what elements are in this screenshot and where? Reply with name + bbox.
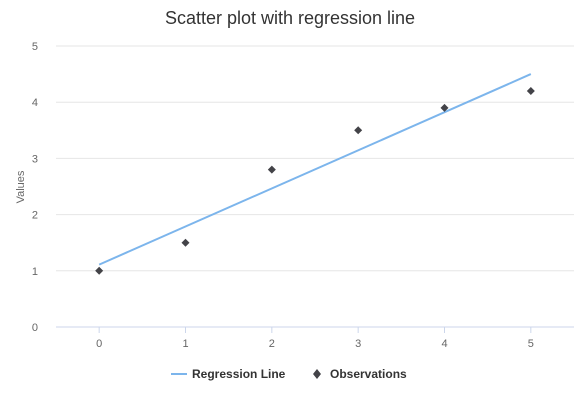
observation-point-1[interactable] <box>181 238 190 247</box>
observation-point-3[interactable] <box>354 126 363 135</box>
chart-title: Scatter plot with regression line <box>165 8 415 28</box>
grid <box>56 45 574 328</box>
y-axis-title: Values <box>15 170 27 203</box>
legend-item-regression-line[interactable]: Regression Line <box>171 367 286 381</box>
y-tick-label-4: 4 <box>32 97 38 109</box>
x-axis-ticks: 0 1 2 3 4 5 <box>96 327 534 350</box>
x-tick-label-0: 0 <box>96 338 102 350</box>
observation-point-5[interactable] <box>526 86 535 95</box>
legend-diamond-marker <box>313 369 321 379</box>
y-tick-label-5: 5 <box>32 41 38 53</box>
y-tick-label-3: 3 <box>32 153 38 165</box>
observation-point-2[interactable] <box>267 165 276 174</box>
y-axis-ticks: 0 1 2 3 4 5 <box>32 41 38 334</box>
legend-item-observations[interactable]: Observations <box>313 367 407 381</box>
regression-line[interactable] <box>98 73 532 266</box>
observation-point-0[interactable] <box>95 266 104 275</box>
x-tick-label-1: 1 <box>182 338 188 350</box>
y-tick-label-0: 0 <box>32 322 38 334</box>
x-tick-label-4: 4 <box>441 338 447 350</box>
legend-label-observations: Observations <box>330 367 407 381</box>
y-tick-label-1: 1 <box>32 266 38 278</box>
legend-label-regression-line: Regression Line <box>192 367 286 381</box>
observation-point-4[interactable] <box>440 103 449 112</box>
plot-area <box>95 73 535 275</box>
legend: Regression Line Observations <box>171 367 407 381</box>
x-tick-label-2: 2 <box>269 338 275 350</box>
y-tick-label-2: 2 <box>32 210 38 222</box>
x-tick-label-5: 5 <box>528 338 534 350</box>
x-tick-label-3: 3 <box>355 338 361 350</box>
